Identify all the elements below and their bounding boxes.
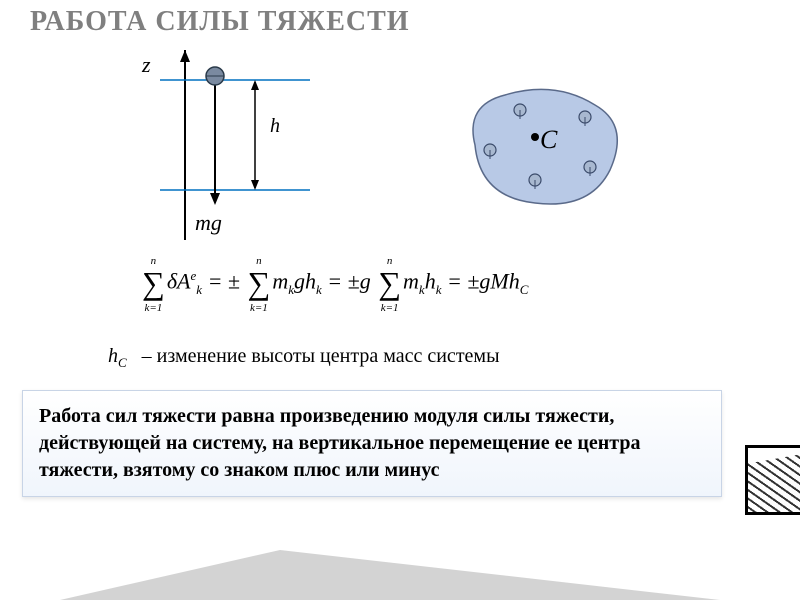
sigma-icon: ∑ n k=1 xyxy=(142,265,165,302)
sigma-icon-3: ∑ n k=1 xyxy=(378,265,401,302)
var-m: m xyxy=(272,269,288,294)
mass-system-diagram: C xyxy=(445,75,645,225)
pm-2: ± xyxy=(348,269,360,294)
var-g2: g xyxy=(360,269,371,294)
hc-var: h xyxy=(108,345,118,367)
page-title: РАБОТА СИЛЫ ТЯЖЕСТИ xyxy=(30,6,410,38)
z-axis-label: z xyxy=(142,52,151,78)
var-g3: g xyxy=(479,269,490,294)
var-g: g xyxy=(294,269,305,294)
definition-box: Работа сил тяжести равна произведению мо… xyxy=(22,390,722,497)
gravity-diagram: z h mg xyxy=(140,50,340,240)
sum-lower-3: k=1 xyxy=(381,302,399,314)
hc-explanation: hC – изменение высоты центра масс систем… xyxy=(108,345,500,371)
center-of-mass-label: C xyxy=(540,125,557,155)
sum-lower-2: k=1 xyxy=(250,302,268,314)
pm-1: ± xyxy=(228,269,240,294)
background-shadow xyxy=(60,550,720,600)
hc-text: – изменение высоты центра масс системы xyxy=(137,345,500,367)
height-label: h xyxy=(270,115,280,138)
force-label: mg xyxy=(195,210,222,236)
sub-k1: k xyxy=(196,282,202,297)
hc-symbol: hC xyxy=(108,345,127,367)
delta-symbol: δ xyxy=(167,269,177,294)
sub-C: C xyxy=(520,282,529,297)
sub-k5: k xyxy=(436,282,442,297)
hc-sub: C xyxy=(118,355,127,370)
sum-upper: n xyxy=(151,255,157,267)
equals-2: = xyxy=(327,269,347,294)
sum-upper-2: n xyxy=(256,255,262,267)
var-h2: h xyxy=(425,269,436,294)
var-h: h xyxy=(305,269,316,294)
sub-k3: k xyxy=(316,282,322,297)
sum-upper-3: n xyxy=(387,255,393,267)
pm-3: ± xyxy=(467,269,479,294)
corner-decoration xyxy=(745,445,800,515)
equals-1: = xyxy=(208,269,228,294)
sum-lower: k=1 xyxy=(145,302,163,314)
var-A: A xyxy=(177,269,190,294)
var-hC: h xyxy=(509,269,520,294)
equals-3: = xyxy=(447,269,467,294)
sigma-icon-2: ∑ n k=1 xyxy=(248,265,271,302)
var-m2: m xyxy=(403,269,419,294)
work-formula: ∑ n k=1 δAek = ± ∑ n k=1 mkghk = ±g ∑ n … xyxy=(140,265,528,302)
var-M: M xyxy=(490,269,508,294)
gravity-diagram-svg xyxy=(140,50,340,240)
